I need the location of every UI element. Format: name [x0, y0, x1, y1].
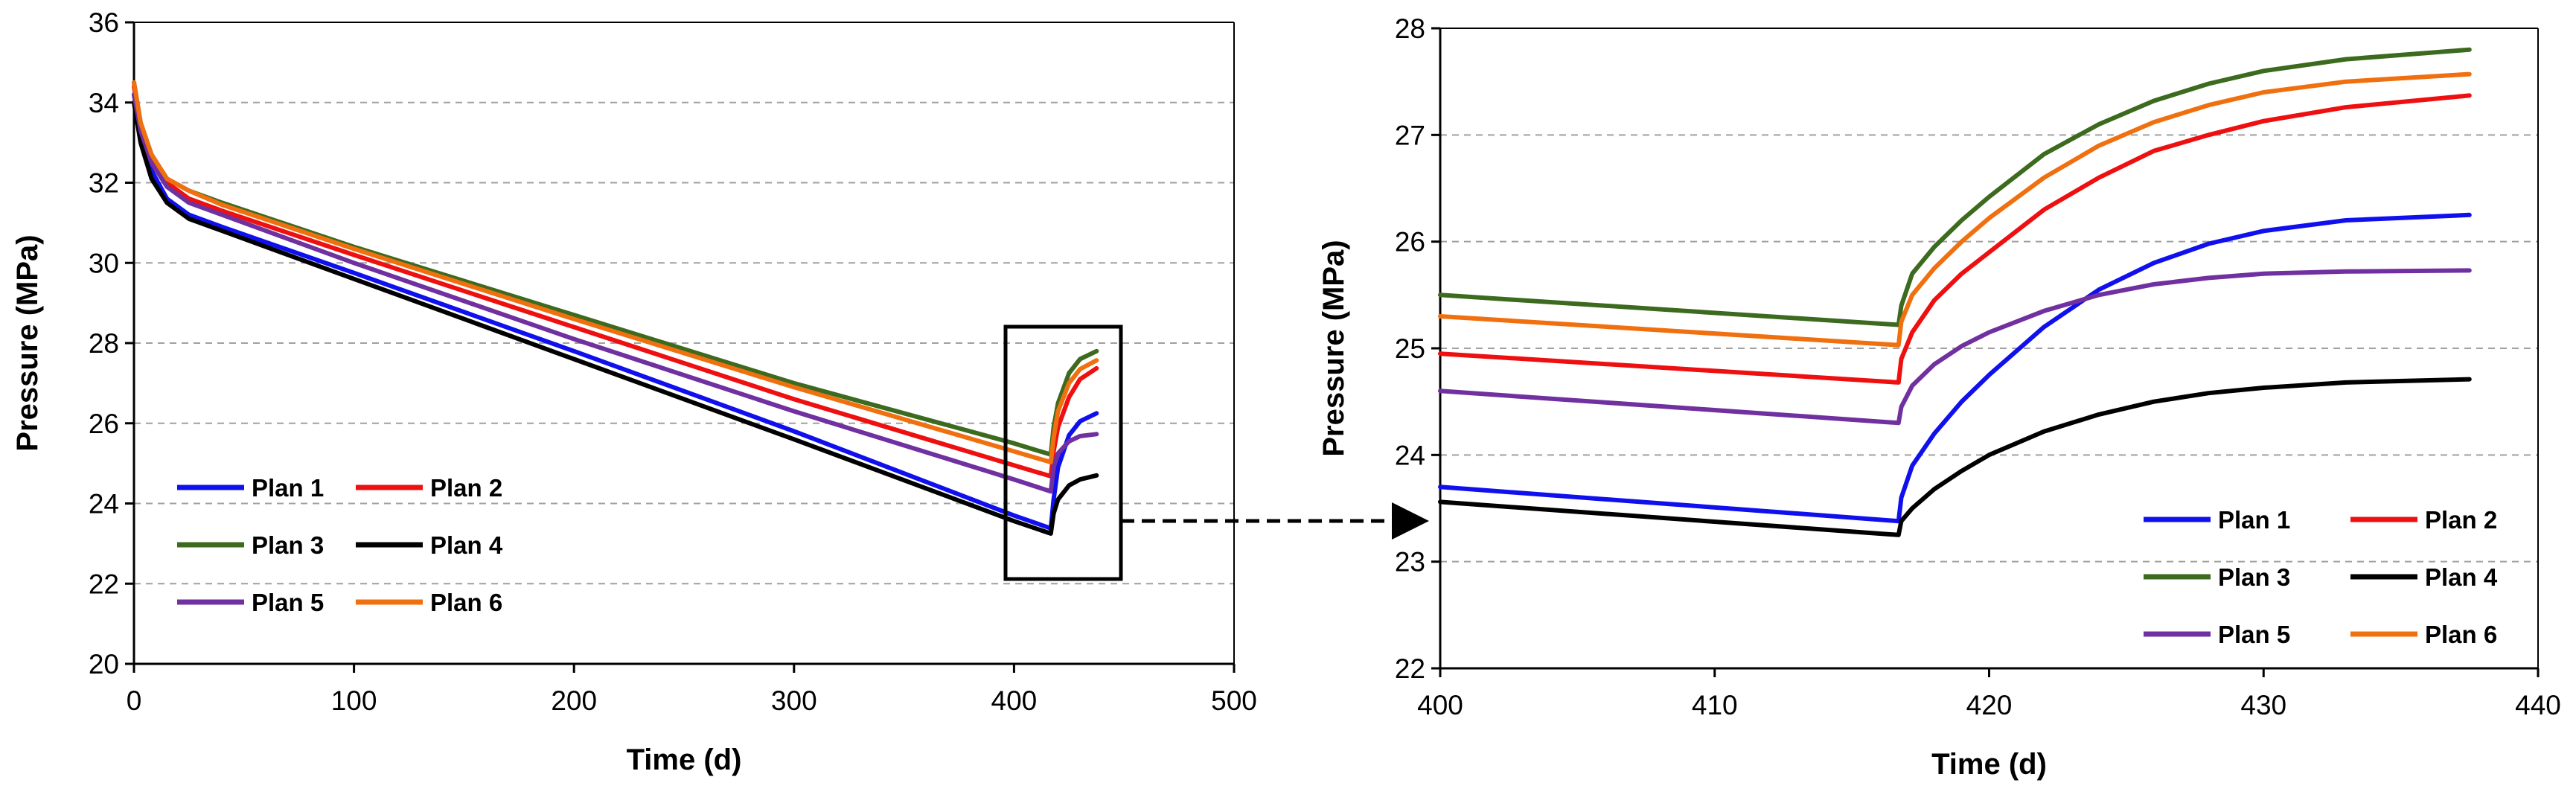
x-tick-label: 500 — [1211, 685, 1257, 716]
x-tick-label: 300 — [771, 685, 817, 716]
y-tick-label: 34 — [89, 88, 119, 118]
x-tick-label: 100 — [331, 685, 377, 716]
y-tick-label: 26 — [1395, 227, 1425, 258]
series-line-plan-3 — [132, 80, 1099, 457]
y-axis-label: Pressure (MPa) — [1317, 240, 1350, 456]
legend-label: Plan 2 — [430, 474, 502, 502]
legend: Plan 1 Plan 2 Plan 3 Plan 4 Plan 5 Plan 6 — [2144, 506, 2498, 648]
y-tick-label: 20 — [89, 649, 119, 679]
y-tick-label: 24 — [1395, 440, 1425, 470]
y-tick-label: 22 — [1395, 653, 1425, 684]
y-tick-label: 27 — [1395, 120, 1425, 150]
legend-label: Plan 6 — [2425, 621, 2497, 648]
series-line-plan-5 — [132, 92, 1099, 494]
y-tick-label: 30 — [89, 248, 119, 278]
x-tick-label: 0 — [127, 685, 142, 716]
series-line-plan-6 — [132, 80, 1099, 464]
y-tick-label: 36 — [89, 7, 119, 38]
y-tick-label: 28 — [1395, 13, 1425, 44]
series-line-plan-3 — [1438, 47, 2472, 327]
chart-2: 22 23 24 25 26 27 28 400 410 420 430 440 Time (d) Pre… — [1317, 13, 2561, 781]
series-line-plan-2 — [132, 84, 1099, 479]
legend: Plan 1 Plan 2 Plan 3 Plan 4 Plan 5 Plan 6 — [177, 474, 503, 616]
x-tick-label: 400 — [991, 685, 1038, 716]
zoom-region-box — [1003, 324, 1123, 581]
legend-label: Plan 2 — [2425, 506, 2497, 534]
y-tick-label: 22 — [89, 569, 119, 599]
x-axis-label: Time (d) — [627, 743, 742, 776]
legend-label: Plan 1 — [252, 474, 324, 502]
x-tick-label: 410 — [1692, 690, 1738, 720]
series-line-plan-1 — [1438, 212, 2472, 524]
series-line-plan-6 — [1438, 71, 2472, 348]
y-tick-label: 24 — [89, 489, 119, 519]
y-tick-label: 26 — [89, 409, 119, 439]
y-tick-label: 23 — [1395, 547, 1425, 578]
series-line-plan-5 — [1438, 268, 2472, 426]
legend-label: Plan 3 — [2218, 563, 2290, 591]
legend-label: Plan 6 — [430, 589, 502, 616]
legend-label: Plan 3 — [252, 531, 324, 559]
legend-label: Plan 5 — [2218, 621, 2290, 648]
series-line-plan-4 — [132, 100, 1099, 536]
x-tick-label: 430 — [2240, 690, 2286, 720]
x-tick-label: 420 — [1966, 690, 2013, 720]
y-tick-label: 28 — [89, 328, 119, 359]
legend-label: Plan 5 — [252, 589, 324, 616]
x-tick-label: 400 — [1417, 690, 1463, 720]
series-line-plan-1 — [132, 92, 1099, 531]
chart-1: 20 22 24 26 28 30 32 34 36 0 100 200 300 400 500 Time (… — [11, 7, 1257, 776]
legend-label: Plan 4 — [2425, 563, 2498, 591]
series-line-plan-2 — [1438, 93, 2472, 385]
series-line-plan-4 — [1438, 377, 2472, 537]
legend-label: Plan 1 — [2218, 506, 2290, 534]
x-tick-label: 440 — [2515, 690, 2561, 720]
y-axis-label: Pressure (MPa) — [11, 234, 44, 451]
legend-label: Plan 4 — [430, 531, 503, 559]
x-tick-label: 200 — [551, 685, 597, 716]
y-tick-label: 25 — [1395, 333, 1425, 364]
x-axis-label: Time (d) — [1931, 748, 2047, 781]
y-tick-label: 32 — [89, 168, 119, 199]
